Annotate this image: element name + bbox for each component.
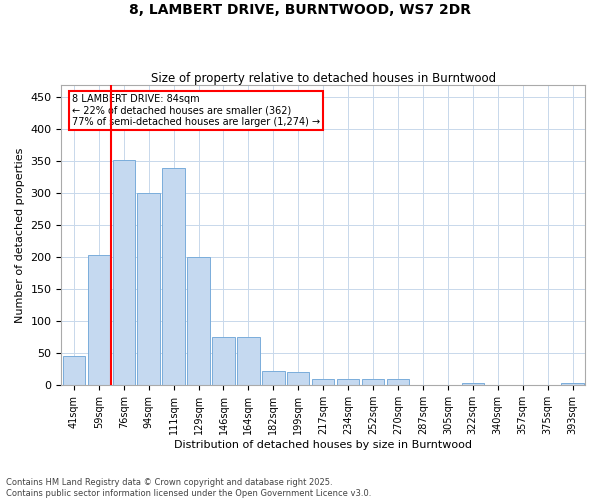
Y-axis label: Number of detached properties: Number of detached properties [15, 147, 25, 322]
Bar [212, 337, 235, 385]
Bar [237, 337, 260, 385]
Bar [163, 168, 185, 385]
Bar [137, 194, 160, 385]
Text: 8 LAMBERT DRIVE: 84sqm
← 22% of detached houses are smaller (362)
77% of semi-de: 8 LAMBERT DRIVE: 84sqm ← 22% of detached… [72, 94, 320, 126]
Bar [461, 382, 484, 385]
Bar [187, 258, 210, 385]
Text: 8, LAMBERT DRIVE, BURNTWOOD, WS7 2DR: 8, LAMBERT DRIVE, BURNTWOOD, WS7 2DR [129, 2, 471, 16]
Bar [262, 371, 284, 385]
Bar [113, 160, 135, 385]
Title: Size of property relative to detached houses in Burntwood: Size of property relative to detached ho… [151, 72, 496, 85]
Bar [312, 379, 334, 385]
Bar [88, 256, 110, 385]
X-axis label: Distribution of detached houses by size in Burntwood: Distribution of detached houses by size … [174, 440, 472, 450]
Bar [387, 379, 409, 385]
Bar [362, 379, 384, 385]
Bar [337, 379, 359, 385]
Bar [287, 372, 310, 385]
Text: Contains HM Land Registry data © Crown copyright and database right 2025.
Contai: Contains HM Land Registry data © Crown c… [6, 478, 371, 498]
Bar [562, 384, 584, 385]
Bar [62, 356, 85, 385]
